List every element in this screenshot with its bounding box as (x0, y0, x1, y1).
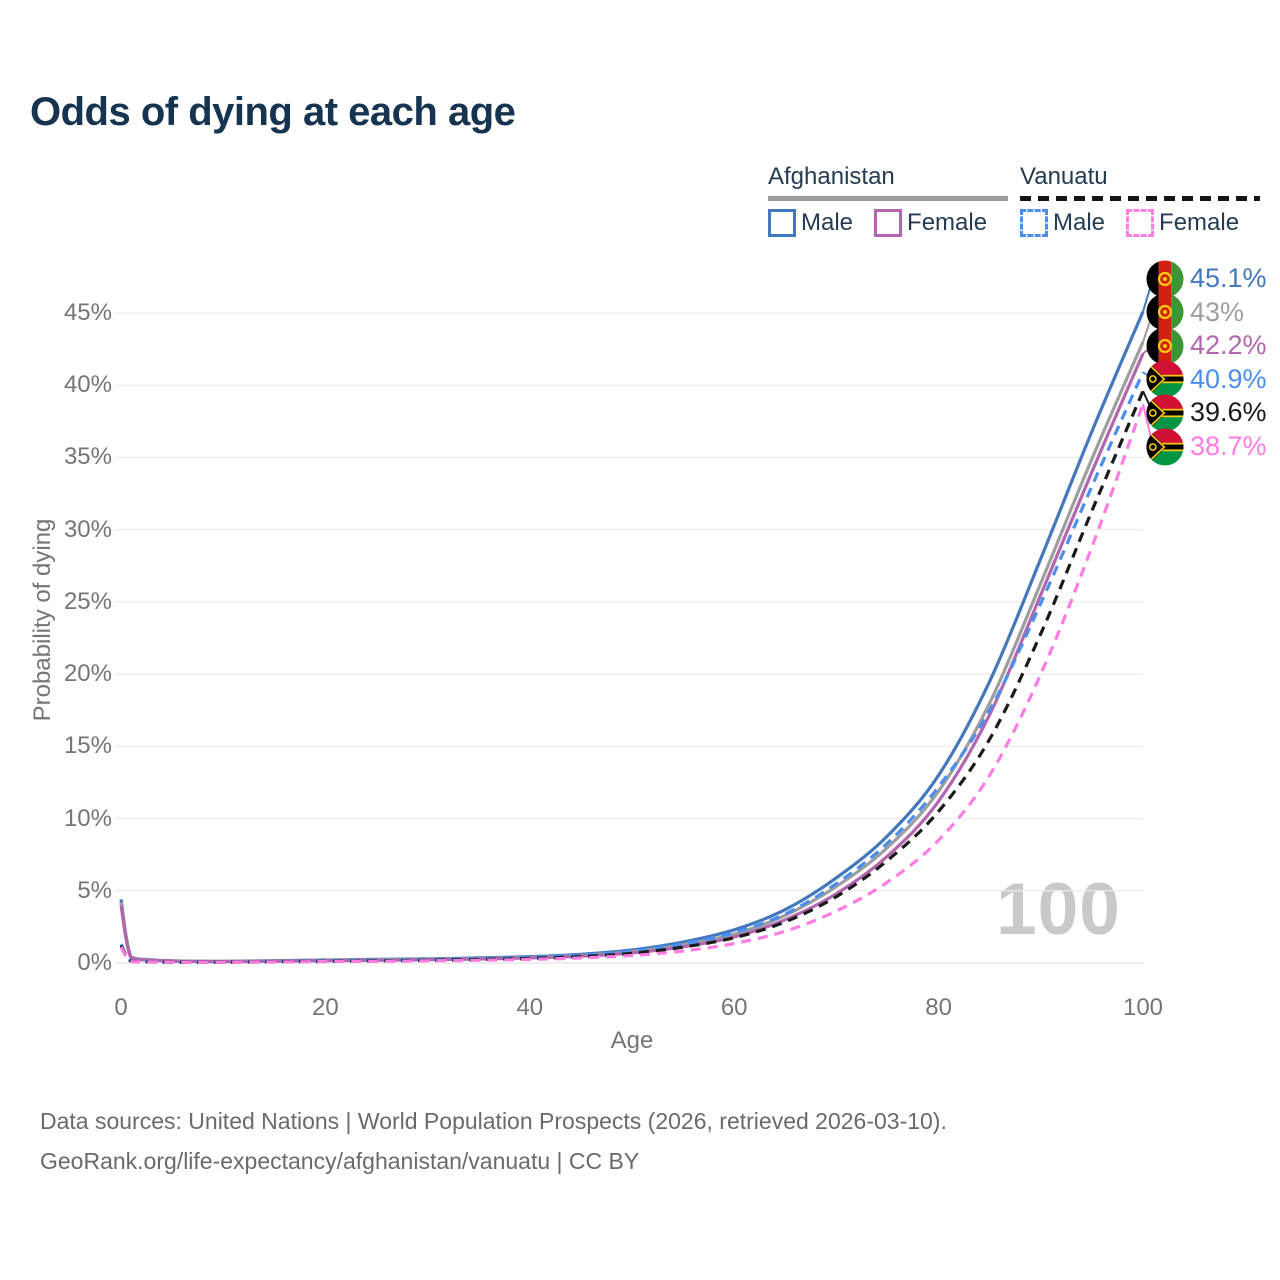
data-sources-text: Data sources: United Nations | World Pop… (40, 1108, 947, 1134)
legend-item-label: Female (1159, 209, 1240, 236)
y-tick-10: 10% (63, 804, 112, 832)
vanuatu-flag-icon (1146, 427, 1184, 466)
y-tick-30: 30% (63, 515, 112, 543)
vanuatu-line-style-swatch-icon (1020, 196, 1261, 201)
legend-item-afghanistan-male[interactable]: Male (768, 209, 853, 237)
x-tick-60: 60 (720, 994, 748, 1021)
end-label-afghanistan-both-sexes: 43% (1146, 293, 1244, 331)
afghanistan-female-swatch-icon (874, 209, 903, 237)
y-tick-0: 0% (77, 949, 112, 976)
afghanistan-flag-icon (1146, 327, 1184, 365)
series-line-vanuatu-both-sexes (119, 390, 1145, 964)
legend-item-afghanistan-female[interactable]: Female (874, 209, 987, 237)
legend-item-vanuatu-female[interactable]: Female (1126, 209, 1239, 237)
end-value-label: 40.9% (1190, 363, 1267, 394)
afghanistan-male-swatch-icon (768, 209, 796, 237)
age-watermark: 100 (996, 869, 1121, 950)
x-tick-80: 80 (925, 994, 952, 1021)
vanuatu-flag-icon (1146, 394, 1184, 432)
y-tick-5: 5% (77, 876, 112, 904)
afghanistan-flag-icon (1146, 259, 1184, 298)
afghanistan-flag-icon (1146, 293, 1184, 331)
series-line-vanuatu-female (119, 403, 1145, 964)
end-label-vanuatu-male: 40.9% (1146, 360, 1267, 398)
y-tick-15: 15% (63, 732, 112, 760)
vanuatu-male-swatch-icon (1020, 209, 1048, 237)
series-line-vanuatu-male (119, 371, 1145, 964)
vanuatu-flag-icon (1146, 360, 1184, 398)
end-value-label: 43% (1190, 296, 1245, 327)
legend-group-vanuatu: Vanuatu Male Female (1020, 163, 1261, 237)
legend-country-vanuatu[interactable]: Vanuatu (1020, 163, 1108, 190)
afghanistan-line-style-swatch-icon (768, 196, 1009, 201)
y-tick-45: 45% (63, 299, 112, 327)
end-label-vanuatu-female: 38.7% (1146, 427, 1267, 466)
series-line-afghanistan-female (119, 352, 1145, 964)
legend-group-afghanistan: Afghanistan Male Female (768, 163, 1009, 237)
legend-item-label: Male (1053, 209, 1106, 236)
x-tick-100: 100 (1122, 994, 1164, 1021)
x-axis-title: Age (610, 1027, 654, 1054)
series-line-afghanistan-male (119, 310, 1145, 963)
x-tick-40: 40 (516, 994, 544, 1021)
y-tick-35: 35% (63, 443, 112, 471)
end-label-vanuatu-both-sexes: 39.6% (1146, 394, 1267, 432)
legend-item-vanuatu-male[interactable]: Male (1020, 209, 1105, 237)
attribution-text: GeoRank.org/life-expectancy/afghanistan/… (40, 1148, 640, 1174)
y-axis-title: Probability of dying (29, 518, 56, 722)
page-title: Odds of dying at each age (30, 90, 516, 134)
end-label-afghanistan-female: 42.2% (1146, 327, 1267, 365)
end-value-label: 38.7% (1190, 431, 1267, 461)
end-value-label: 45.1% (1190, 263, 1267, 293)
legend-item-label: Female (907, 209, 988, 236)
x-tick-20: 20 (312, 994, 339, 1021)
end-value-label: 42.2% (1190, 330, 1267, 361)
y-tick-20: 20% (63, 660, 112, 688)
end-label-afghanistan-male: 45.1% (1146, 259, 1267, 298)
x-tick-0: 0 (114, 994, 128, 1021)
y-tick-40: 40% (63, 371, 112, 399)
end-value-label: 39.6% (1190, 397, 1267, 428)
legend-item-label: Male (801, 209, 854, 236)
series-line-afghanistan-both-sexes (119, 341, 1145, 963)
legend-country-afghanistan[interactable]: Afghanistan (768, 163, 895, 190)
vanuatu-female-swatch-icon (1126, 209, 1155, 237)
y-tick-25: 25% (63, 587, 112, 615)
